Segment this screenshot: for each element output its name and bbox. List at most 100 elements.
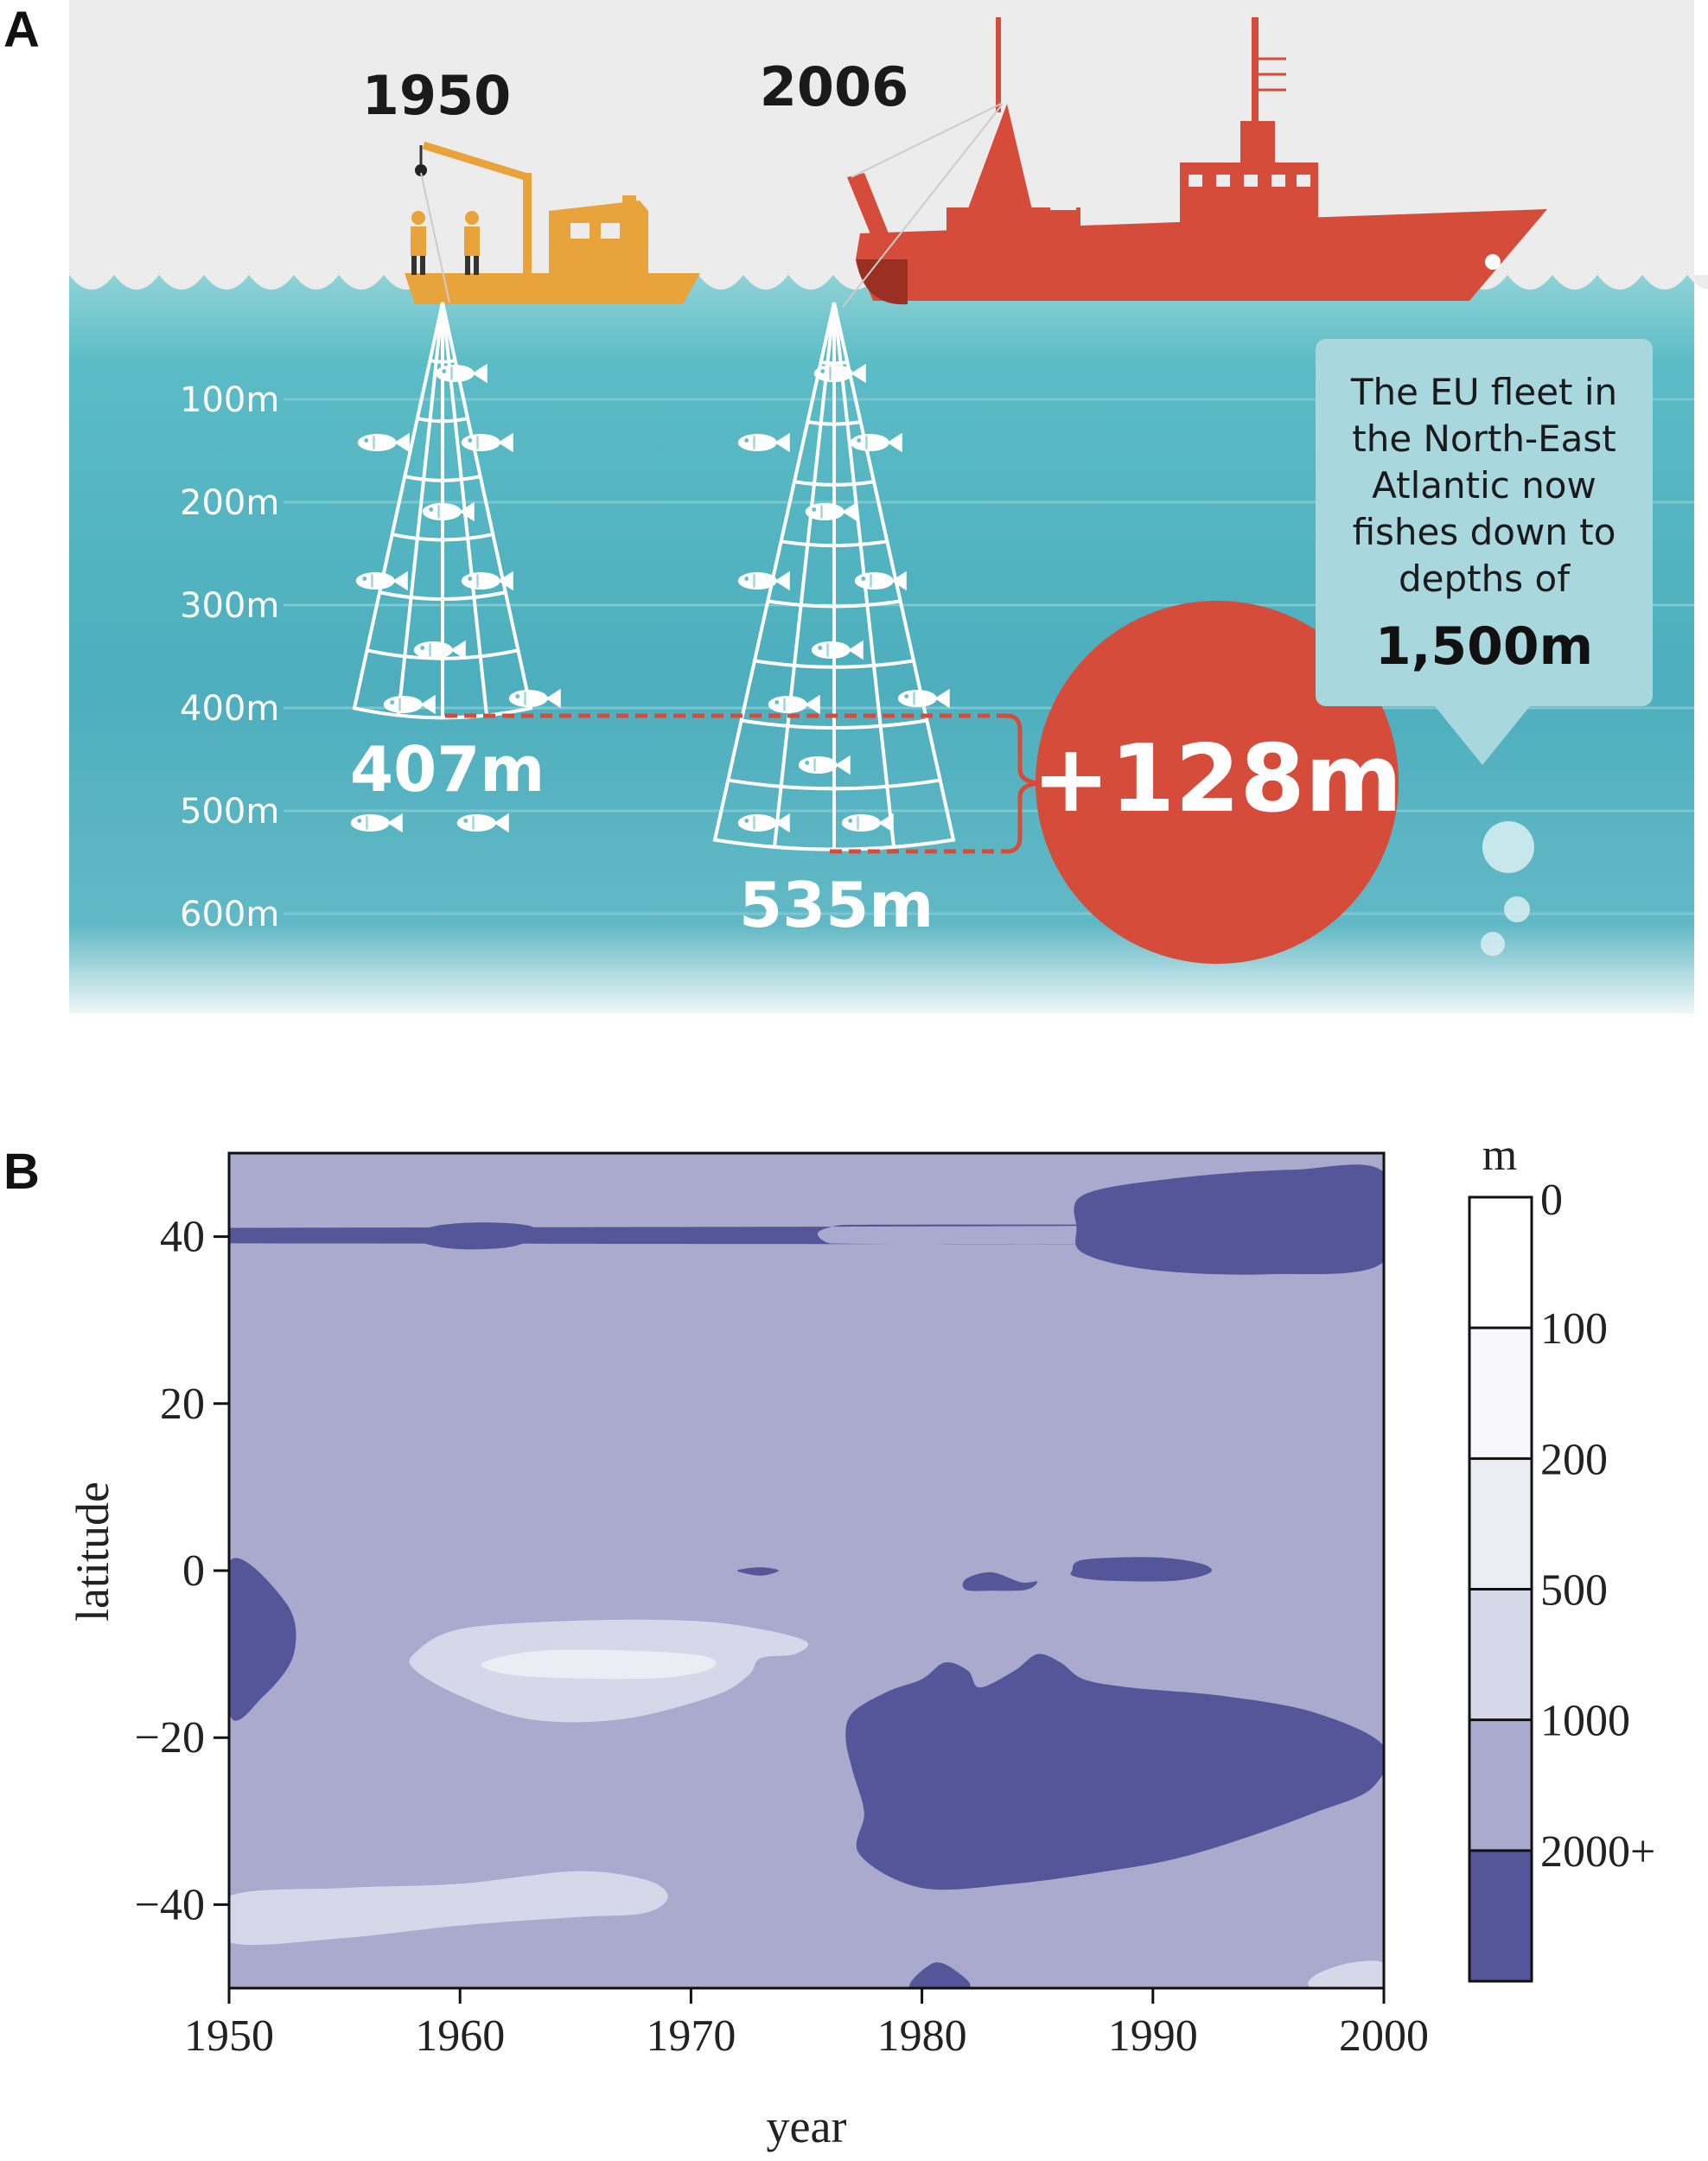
- colorbar-label: 1000: [1540, 1697, 1630, 1746]
- difference-circle: [1036, 601, 1399, 964]
- wave-crest: [788, 275, 833, 290]
- callout-value: 1,500m: [1375, 616, 1593, 677]
- contour-region: [736, 1567, 779, 1576]
- callout-line: fishes down to: [1353, 511, 1616, 553]
- contour-region: [229, 1871, 668, 1945]
- contour-region: [1074, 1164, 1384, 1275]
- contour-region: [229, 1558, 296, 1721]
- x-axis: 1950 1960 1970 1980 1990 2000: [184, 1988, 1429, 2061]
- panel-a-infographic: A 100m 200m 300m 400m 500m 600m 1950: [3, 0, 1708, 1014]
- colorbar-band: [1469, 1328, 1532, 1459]
- y-tick-label: 40: [160, 1213, 205, 1262]
- depth-label: 200m: [180, 483, 279, 523]
- wave-crest: [114, 275, 159, 290]
- x-tick-label: 1980: [877, 2011, 967, 2061]
- colorbar-label: 2000+: [1540, 1827, 1655, 1877]
- callout-line: depths of: [1399, 558, 1571, 600]
- depth-1950-value: 407m: [350, 733, 545, 806]
- wave-crest: [159, 275, 204, 290]
- year-2006-label: 2006: [760, 55, 909, 118]
- colorbar: 0 100 200 500 1000 2000+: [1468, 1176, 1655, 1983]
- wave-crest: [698, 275, 743, 290]
- y-tick-label: −40: [135, 1880, 205, 1929]
- contour-region: [845, 1654, 1384, 1890]
- x-tick-label: 1990: [1108, 2011, 1198, 2061]
- y-axis: 40 20 0 −20 −40: [135, 1213, 229, 1929]
- net-line: [781, 539, 888, 548]
- contour-region: [1308, 1960, 1384, 1988]
- colorbar-band: [1469, 1589, 1532, 1720]
- y-tick-label: 0: [182, 1546, 205, 1596]
- x-tick-label: 1970: [646, 2011, 736, 2061]
- boat-1950-icon: [405, 141, 700, 304]
- net-line: [392, 532, 494, 542]
- depth-label: 400m: [180, 689, 279, 729]
- contour-region: [229, 1224, 1198, 1246]
- wave-crest: [294, 275, 339, 290]
- colorbar-band: [1469, 1197, 1532, 1329]
- colorbar-band: [1469, 1850, 1532, 1981]
- net-line: [366, 648, 519, 660]
- callout-line: The EU fleet in: [1350, 371, 1617, 413]
- net-line: [404, 475, 481, 482]
- contour-region: [1070, 1557, 1213, 1582]
- contour-plot-area: [229, 1153, 1384, 1988]
- trawler-details: [842, 103, 1501, 308]
- panel-b-letter: B: [3, 1144, 40, 1200]
- net-line: [417, 417, 468, 424]
- depth-label: 500m: [180, 792, 279, 832]
- year-1950-label: 1950: [362, 64, 512, 127]
- x-tick-label: 1960: [415, 2011, 505, 2061]
- colorbar-band: [1469, 1719, 1532, 1851]
- bubbles: [1481, 821, 1534, 956]
- difference-value: +128m: [1032, 725, 1402, 833]
- net-line: [773, 302, 836, 847]
- wave-crest: [1687, 275, 1708, 290]
- wave-crest: [249, 275, 294, 290]
- callout-box: [1316, 339, 1653, 765]
- colorbar-band: [1469, 1458, 1532, 1590]
- colorbar-label: 0: [1540, 1176, 1563, 1225]
- depth-label: 100m: [180, 380, 279, 420]
- depth-2006-value: 535m: [739, 869, 934, 941]
- contour-region: [962, 1571, 1038, 1591]
- net-line: [807, 420, 861, 426]
- net-line: [379, 590, 507, 602]
- net-line: [397, 302, 444, 716]
- net-line: [741, 718, 927, 730]
- net-line: [728, 778, 940, 791]
- net-line: [430, 359, 456, 364]
- boat-2006-icon: [847, 17, 1547, 301]
- net-line: [754, 659, 915, 669]
- contour-region: [481, 1649, 717, 1680]
- panel-a-letter: A: [3, 2, 40, 58]
- wave-crest: [743, 275, 788, 290]
- wave-crest: [1597, 275, 1642, 290]
- x-tick-label: 1950: [184, 2011, 274, 2061]
- wave-crest: [1507, 275, 1552, 290]
- x-axis-label: year: [767, 2100, 847, 2152]
- colorbar-unit: m: [1482, 1131, 1517, 1180]
- wave-crest: [1552, 275, 1597, 290]
- wave-crest: [1642, 275, 1687, 290]
- depth-label: 600m: [180, 895, 279, 934]
- wave-crest: [69, 275, 114, 290]
- wave-crest: [204, 275, 249, 290]
- wave-crest: [339, 275, 384, 290]
- y-tick-label: −20: [135, 1713, 205, 1763]
- colorbar-label: 100: [1540, 1304, 1608, 1354]
- callout-line: the North-East: [1352, 418, 1616, 460]
- x-tick-label: 2000: [1339, 2011, 1429, 2061]
- contour-region: [909, 1962, 971, 1988]
- net-line: [768, 599, 901, 609]
- depth-label: 300m: [180, 586, 279, 626]
- colorbar-label: 200: [1540, 1435, 1608, 1484]
- net-line: [820, 360, 848, 366]
- callout-line: Atlantic now: [1372, 464, 1596, 507]
- y-axis-label: latitude: [67, 1482, 118, 1622]
- y-tick-label: 20: [160, 1380, 205, 1429]
- colorbar-label: 500: [1540, 1566, 1608, 1616]
- net-line: [793, 480, 875, 487]
